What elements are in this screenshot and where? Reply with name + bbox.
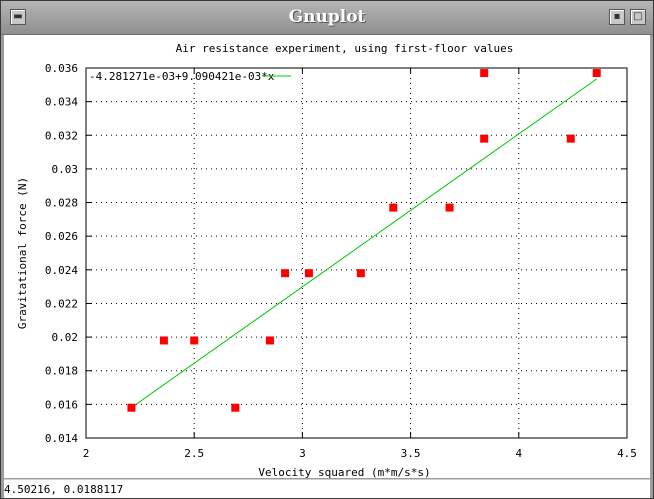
window-menu-button[interactable]: ▬: [10, 9, 26, 25]
data-point: [304, 269, 313, 278]
plot-border: [85, 67, 628, 439]
y-tick-label: 0.014: [45, 432, 78, 445]
y-tick-label: 0.024: [45, 264, 78, 277]
y-tick-label: 0.028: [45, 197, 78, 210]
x-tick-label: 2.5: [184, 447, 204, 460]
y-tick-label: 0.016: [45, 398, 78, 411]
x-tick-label: 4.5: [617, 447, 637, 460]
y-tick-label: 0.03: [52, 163, 79, 176]
x-tick-label: 3.5: [401, 447, 421, 460]
data-point: [231, 403, 240, 412]
y-tick-label: 0.026: [45, 230, 78, 243]
window-title: Gnuplot: [288, 7, 366, 27]
maximize-button[interactable]: □: [630, 9, 646, 25]
maximize-icon: □: [633, 11, 643, 22]
legend-label: -4.281271e-03+9.090421e-03*x: [89, 70, 275, 83]
data-point: [265, 336, 274, 345]
data-point: [480, 134, 489, 143]
fit-line: [131, 78, 597, 408]
data-point: [281, 269, 290, 278]
y-axis-label: Gravitational force (N): [16, 177, 29, 329]
data-point: [566, 134, 575, 143]
data-point: [356, 269, 365, 278]
x-tick-label: 3: [299, 447, 306, 460]
y-tick-label: 0.018: [45, 365, 78, 378]
status-bar: 4.50216, 0.0188117: [4, 479, 650, 498]
x-tick-label: 4: [515, 447, 522, 460]
minimize-icon: ▪: [613, 11, 621, 22]
cursor-coordinates: 4.50216, 0.0188117: [4, 483, 124, 496]
data-point: [389, 203, 398, 212]
title-bar[interactable]: ▬ Gnuplot ▪ □: [1, 1, 653, 35]
y-tick-label: 0.032: [45, 129, 78, 142]
y-tick-label: 0.036: [45, 62, 78, 75]
data-point: [445, 203, 454, 212]
scatter-plot: 2 2.5 3 3.5 4 4.5 0.014 0.016 0.018 0.02 0.022 0.02…: [16, 42, 637, 479]
data-point: [159, 336, 168, 345]
minimize-button[interactable]: ▪: [609, 9, 625, 25]
data-point: [190, 336, 199, 345]
data-point: [127, 403, 136, 412]
data-point: [480, 69, 489, 78]
window-menu-icon: ▬: [13, 11, 23, 22]
x-axis-label: Velocity squared (m*m/s*s): [258, 466, 430, 478]
y-tick-label: 0.034: [45, 96, 78, 109]
y-tick-label: 0.022: [45, 297, 78, 310]
data-point: [592, 69, 601, 78]
y-tick-label: 0.02: [52, 331, 79, 344]
x-tick-label: 2: [83, 447, 90, 460]
chart-title: Air resistance experiment, using first-f…: [176, 42, 514, 55]
plot-canvas[interactable]: 2 2.5 3 3.5 4 4.5 0.014 0.016 0.018 0.02 0.022 0.02…: [4, 35, 650, 479]
